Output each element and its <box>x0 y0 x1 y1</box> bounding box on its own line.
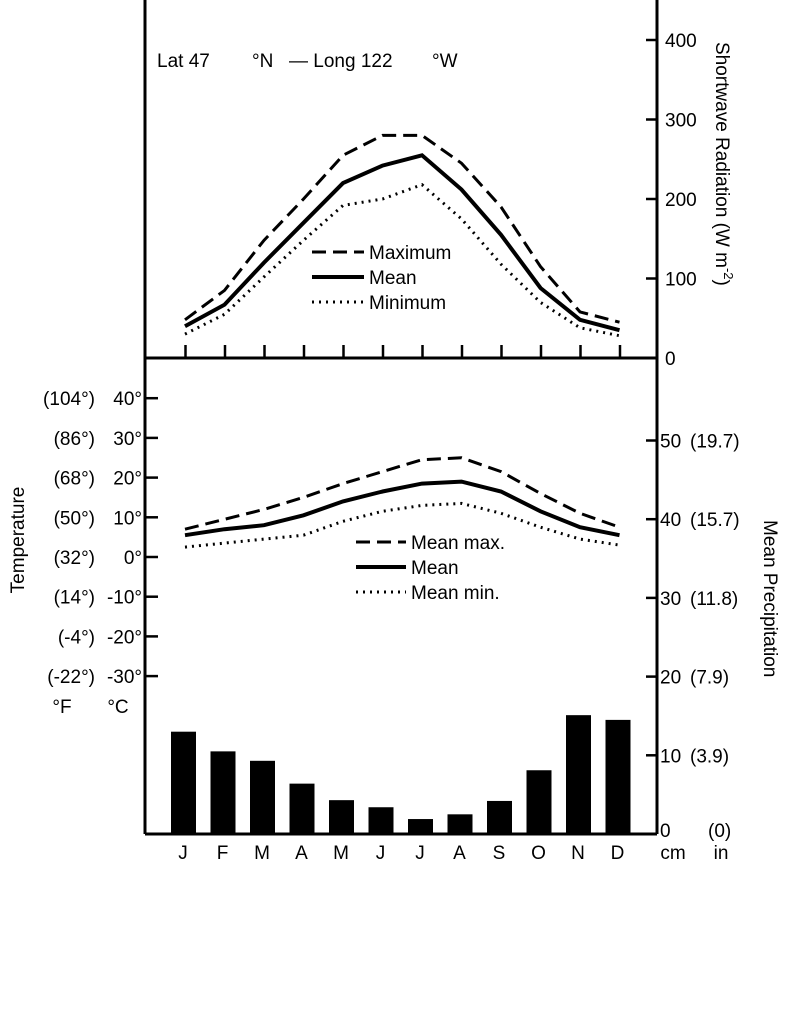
precip-cm-tick-label-40: 40 <box>660 510 681 531</box>
fahrenheit-tick-label-4: (32°) <box>54 548 95 569</box>
radiation-tick-label-400: 400 <box>665 31 697 52</box>
celsius-tick-label-4: 0° <box>124 548 142 569</box>
precip-cm-tick-label-50: 50 <box>660 432 681 453</box>
temperature-legend-mean-min-label: Mean min. <box>411 583 500 604</box>
longitude-label: — Long 122 <box>289 51 393 72</box>
month-label-a-3: A <box>295 843 308 864</box>
precip-cm-tick-label-0: 0 <box>660 821 671 842</box>
celsius-tick-label-3: 10° <box>113 508 142 529</box>
location-title: Lat 47 °N — Long 122 °W <box>157 51 458 72</box>
temperature-mean-max-line <box>184 456 620 531</box>
precip-bar-s-8 <box>487 800 512 834</box>
precip-in-tick-label-50: (19.7) <box>690 432 740 453</box>
month-label-s-8: S <box>493 843 506 864</box>
inch-unit-label: in <box>714 843 729 864</box>
radiation-mean-line <box>184 153 621 333</box>
precip-cm-tick-label-10: 10 <box>660 746 681 767</box>
fahrenheit-tick-label-5: (14°) <box>54 588 95 609</box>
precip-bar-j-0 <box>171 731 196 834</box>
month-label-m-4: M <box>333 843 349 864</box>
precip-bar-j-6 <box>408 819 433 834</box>
west-label: °W <box>432 51 458 72</box>
precipitation-axis-title: Mean Precipitation <box>759 520 780 677</box>
radiation-tick-label-300: 300 <box>665 111 697 132</box>
month-label-d-11: D <box>611 843 625 864</box>
precip-bar-m-4 <box>329 800 354 834</box>
month-label-a-7: A <box>453 843 466 864</box>
radiation-axis-title-sup: -2 <box>721 268 736 280</box>
precip-bar-f-1 <box>210 751 236 834</box>
temperature-legend-mean-max-label: Mean max. <box>411 533 505 554</box>
radiation-legend-mean-label: Mean <box>369 268 417 289</box>
month-label-n-10: N <box>571 843 585 864</box>
fahrenheit-tick-label-2: (68°) <box>54 469 95 490</box>
celsius-unit-label: °C <box>107 697 128 718</box>
radiation-tick-label-100: 100 <box>665 270 697 291</box>
precip-cm-tick-label-20: 20 <box>660 668 681 689</box>
precip-bar-j-5 <box>368 807 394 834</box>
precip-in-tick-label-20: (7.9) <box>690 668 729 689</box>
fahrenheit-tick-label-0: (104°) <box>43 389 95 410</box>
celsius-tick-label-5: -10° <box>107 588 142 609</box>
fahrenheit-unit-label: °F <box>52 697 71 718</box>
precip-bar-m-2 <box>250 760 275 834</box>
month-label-o-9: O <box>531 843 546 864</box>
celsius-tick-label-7: -30° <box>107 667 142 688</box>
celsius-tick-label-1: 30° <box>113 429 142 450</box>
precip-bar-d-11 <box>605 719 631 834</box>
temperature-mean-line <box>184 479 620 538</box>
precip-bar-o-9 <box>526 770 552 834</box>
fahrenheit-tick-label-6: (-4°) <box>58 627 95 648</box>
fahrenheit-tick-label-1: (86°) <box>54 429 95 450</box>
precip-in-tick-label-0: (0) <box>708 821 731 842</box>
radiation-minimum-line <box>184 182 620 338</box>
chart-frame <box>143 0 659 836</box>
radiation-legend-minimum-label: Minimum <box>369 293 446 314</box>
celsius-tick-label-2: 20° <box>113 469 142 490</box>
precip-in-tick-label-30: (11.8) <box>690 589 738 610</box>
temperature-legend-mean-label: Mean <box>411 558 459 579</box>
radiation-axis-title-main: Shortwave Radiation (W m <box>711 42 732 268</box>
cm-unit-label: cm <box>660 843 685 864</box>
radiation-tick-label-0: 0 <box>665 349 676 370</box>
radiation-tick-label-200: 200 <box>665 190 697 211</box>
chart-marks: J F M A M J J A S O N D0100200300400MaximumMeanMini… <box>43 31 740 864</box>
fahrenheit-tick-label-7: (-22°) <box>47 667 95 688</box>
precip-in-tick-label-10: (3.9) <box>690 746 729 767</box>
temperature-axis-title: Temperature <box>8 487 29 594</box>
celsius-tick-label-6: -20° <box>107 627 142 648</box>
month-label-m-2: M <box>254 843 270 864</box>
north-label: °N <box>252 51 273 72</box>
month-label-j-6: J <box>415 843 425 864</box>
precip-bar-a-7 <box>447 814 473 834</box>
precip-bar-a-3 <box>289 783 315 834</box>
radiation-legend-maximum-label: Maximum <box>369 243 451 264</box>
celsius-tick-label-0: 40° <box>113 389 142 410</box>
radiation-axis-title: Shortwave Radiation (W m-2) <box>711 42 736 286</box>
radiation-axis-title-close: ) <box>711 280 732 286</box>
month-label-j-0: J <box>178 843 188 864</box>
month-label-f-1: F <box>217 843 229 864</box>
month-label-j-5: J <box>376 843 386 864</box>
precip-cm-tick-label-30: 30 <box>660 589 681 610</box>
latitude-label: Lat 47 <box>157 51 210 72</box>
precip-bar-n-10 <box>566 715 591 834</box>
precip-in-tick-label-40: (15.7) <box>690 510 740 531</box>
fahrenheit-tick-label-3: (50°) <box>54 508 95 529</box>
